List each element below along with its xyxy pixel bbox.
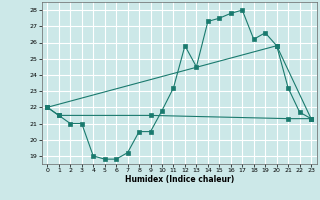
X-axis label: Humidex (Indice chaleur): Humidex (Indice chaleur) (124, 175, 234, 184)
